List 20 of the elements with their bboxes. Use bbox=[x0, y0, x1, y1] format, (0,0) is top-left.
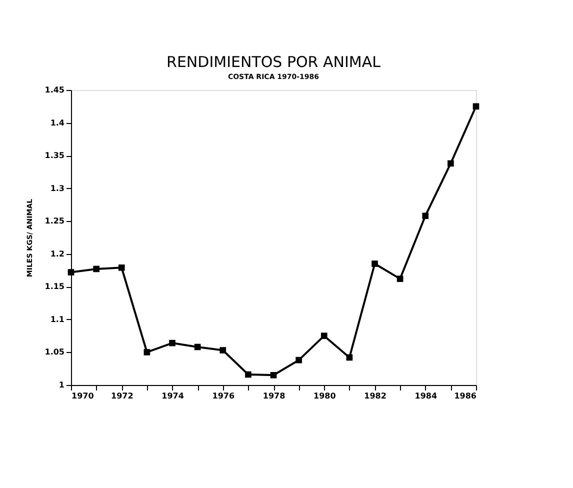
x-tick-label: 1984 bbox=[414, 392, 438, 400]
y-tick-label: 1 bbox=[58, 380, 65, 390]
x-tick-label: 1972 bbox=[110, 392, 134, 400]
x-tick-label: 1982 bbox=[364, 392, 386, 400]
x-tick-label: 1976 bbox=[212, 392, 235, 400]
x-tick-label: 1986 bbox=[454, 392, 477, 400]
y-tick-label: 1.15 bbox=[44, 282, 65, 292]
chart-title: RENDIMIENTOS POR ANIMAL bbox=[166, 53, 382, 71]
x-tick-label: 1970 bbox=[72, 392, 94, 400]
x-tick-label: 1978 bbox=[262, 392, 286, 400]
y-tick-label: 1.3 bbox=[50, 184, 64, 193]
y-tick-label: 1.25 bbox=[44, 216, 65, 226]
y-tick-label: 1.05 bbox=[44, 348, 65, 357]
y-tick-label: 1.2 bbox=[50, 249, 64, 258]
y-tick-label: 1.4 bbox=[50, 118, 65, 128]
x-tick-label: 1980 bbox=[313, 392, 336, 400]
y-tick-label: 1.35 bbox=[44, 151, 65, 160]
x-tick-label: 1974 bbox=[162, 392, 184, 400]
y-tick-label: 1.45 bbox=[44, 86, 65, 94]
y-tick-label: 1.1 bbox=[50, 314, 65, 324]
